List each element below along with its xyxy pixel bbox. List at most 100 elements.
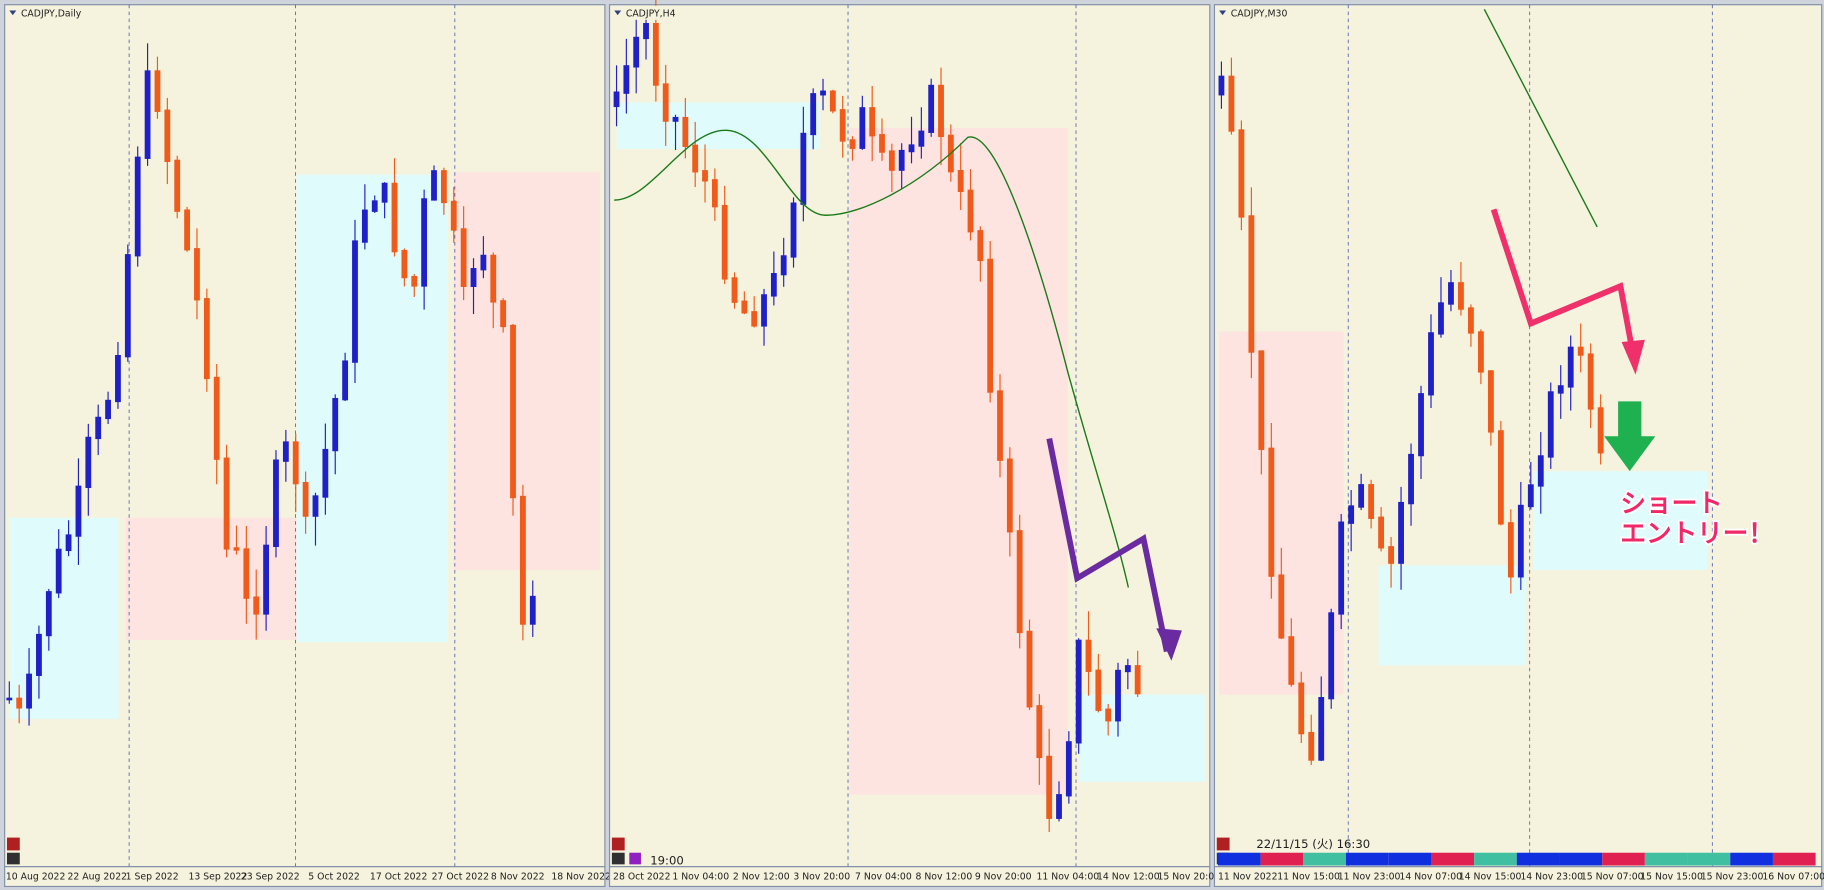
candle-body <box>1085 639 1092 672</box>
candle-body <box>381 182 388 203</box>
panel-menu-icon <box>9 10 17 16</box>
session-bar <box>1644 852 1688 866</box>
candle-body <box>194 248 200 301</box>
candle-body <box>440 170 447 204</box>
tool-button <box>6 852 20 865</box>
time-label: 19:00 <box>650 853 684 867</box>
candle-body <box>810 93 817 136</box>
date-label: 28 Oct 2022 <box>613 871 670 882</box>
date-label: 1 Sep 2022 <box>126 871 179 882</box>
trend-arrow <box>1490 208 1635 350</box>
date-label: 8 Nov 12:00 <box>915 871 972 882</box>
candle-body <box>1134 665 1141 695</box>
date-label: 7 Nov 04:00 <box>855 871 912 882</box>
date-label: 14 Nov 15:00 <box>1459 871 1522 882</box>
candle-body <box>1497 430 1504 525</box>
candle-body <box>55 548 62 594</box>
candle-body <box>322 448 329 498</box>
candle-body <box>1567 346 1574 388</box>
candle-body <box>1248 215 1255 353</box>
candle-body <box>1046 755 1053 819</box>
candle-body <box>1258 350 1265 450</box>
date-axis <box>1213 866 1823 888</box>
candle-body <box>928 84 935 133</box>
date-label: 14 Nov 07:00 <box>1399 871 1462 882</box>
date-label: 3 Nov 20:00 <box>793 871 850 882</box>
candle-body <box>1065 741 1072 797</box>
candle-body <box>263 544 270 615</box>
zone <box>616 102 821 149</box>
candle-body <box>1056 794 1062 819</box>
candle-body <box>411 275 418 287</box>
candle-body <box>908 144 915 153</box>
candle-body <box>643 23 649 40</box>
moving-average <box>614 129 1130 588</box>
candle-body <box>613 91 620 108</box>
candle-body <box>1328 612 1335 700</box>
candle-body <box>1577 346 1584 356</box>
candle-body <box>692 144 699 173</box>
candle-body <box>480 254 487 271</box>
candle-body <box>490 254 497 303</box>
candle-body <box>1105 708 1112 722</box>
candle-body <box>391 182 398 253</box>
candle-body <box>977 230 984 262</box>
candle-body <box>75 485 82 537</box>
candle-body <box>682 116 689 147</box>
zone <box>9 517 119 719</box>
candle-body <box>761 294 767 327</box>
date-label: 11 Nov 15:00 <box>1277 871 1340 882</box>
candle-body <box>1418 393 1424 457</box>
candle-body <box>1115 669 1121 722</box>
date-label: 15 Nov 07:00 <box>1581 871 1644 882</box>
date-label: 10 Aug 2022 <box>6 871 66 882</box>
candle-body <box>1378 516 1385 549</box>
candle-body <box>1368 484 1375 519</box>
session-bar <box>1730 852 1773 866</box>
zone <box>849 128 1068 795</box>
candle-body <box>623 65 630 94</box>
candle-body <box>741 300 748 314</box>
candle-body <box>987 258 994 393</box>
candle-body <box>460 228 467 288</box>
candle-body <box>1428 332 1434 396</box>
date-label: 2 Nov 12:00 <box>733 871 790 882</box>
candle-body <box>662 83 669 122</box>
date-label: 16 Nov 07:00 <box>1762 871 1824 882</box>
arrowhead <box>1621 339 1645 375</box>
session-bar <box>1346 852 1389 866</box>
candle-body <box>6 697 13 701</box>
candle-body <box>124 254 131 358</box>
candle-body <box>292 441 299 485</box>
session-bar <box>1217 852 1261 866</box>
title-bg <box>610 5 716 20</box>
session-bar <box>1303 852 1347 866</box>
candle-body <box>859 107 866 149</box>
candle-body <box>1006 458 1013 533</box>
zone <box>1378 565 1527 666</box>
candle-body <box>1298 682 1305 735</box>
candle-body <box>1278 574 1285 639</box>
candle-body <box>829 90 836 112</box>
candle-body <box>849 139 856 149</box>
time-label: 22/11/15 (火) 16:30 <box>1256 837 1370 851</box>
candle-body <box>1537 455 1544 487</box>
date-label: 15 Nov 20:00 <box>1157 871 1220 882</box>
date-label: 15 Nov 23:00 <box>1701 871 1764 882</box>
candle-body <box>65 534 72 552</box>
annotation-line: エントリー！ <box>1620 519 1773 549</box>
candle-body <box>371 200 378 212</box>
candle-body <box>431 170 437 201</box>
candle-body <box>1075 639 1082 744</box>
date-label: 15 Nov 15:00 <box>1640 871 1703 882</box>
candle-body <box>154 70 161 112</box>
zone <box>1219 331 1344 695</box>
panel-title: CADJPY,M30 <box>1231 8 1288 19</box>
date-axis <box>608 866 1211 888</box>
candle-body <box>253 596 260 615</box>
date-label: 11 Nov 2022 <box>1218 871 1278 882</box>
candle-body <box>450 200 457 231</box>
candle-body <box>401 249 408 279</box>
candle-body <box>45 591 52 637</box>
candle-body <box>1527 484 1534 508</box>
